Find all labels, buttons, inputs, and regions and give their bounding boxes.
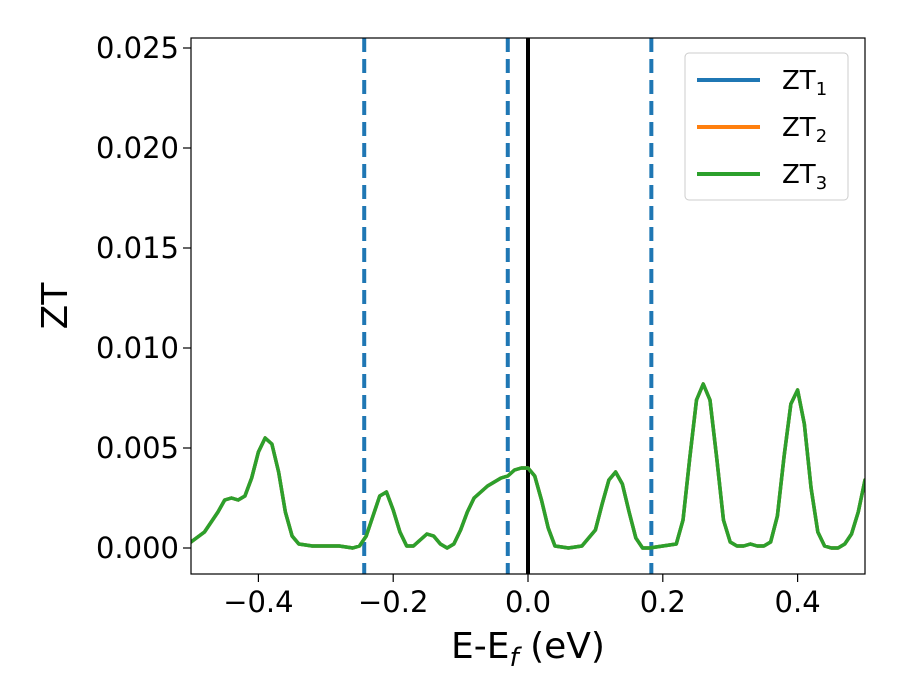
legend-frame — [684, 52, 849, 201]
y-tick-label: 0.005 — [96, 431, 179, 465]
y-tick-label: 0.015 — [96, 231, 179, 265]
vertical-lines — [362, 38, 654, 574]
x-axis-ticks: −0.4 −0.2 0.0 0.2 0.4 — [223, 574, 821, 619]
x-tick-label: 0.4 — [775, 585, 821, 619]
x-tick-label: −0.4 — [223, 585, 293, 619]
y-tick-label: 0.020 — [96, 131, 179, 165]
x-tick-label: 0.0 — [505, 585, 551, 619]
series-lines — [191, 382, 865, 550]
y-tick-label: 0.000 — [96, 531, 179, 565]
y-tick-label: 0.010 — [96, 331, 179, 365]
legend-label-zt1: ZT1 — [782, 66, 827, 100]
x-axis-label-main: E-E — [451, 626, 509, 667]
legend-label-zt3: ZT3 — [782, 160, 827, 194]
y-axis-label: ZT — [35, 282, 76, 330]
legend-label-zt2: ZT2 — [782, 113, 827, 147]
legend: ZT1 ZT2 ZT3 — [684, 52, 849, 201]
series-line-zt3 — [191, 382, 865, 550]
x-tick-label: 0.2 — [640, 585, 686, 619]
x-axis-label-unit: (eV) — [519, 626, 605, 667]
y-tick-label: 0.025 — [96, 31, 179, 65]
y-axis-ticks: 0.000 0.005 0.010 0.015 0.020 0.025 — [96, 31, 191, 565]
x-axis-label: E-Ef (eV) — [451, 626, 605, 673]
x-tick-label: −0.2 — [358, 585, 428, 619]
